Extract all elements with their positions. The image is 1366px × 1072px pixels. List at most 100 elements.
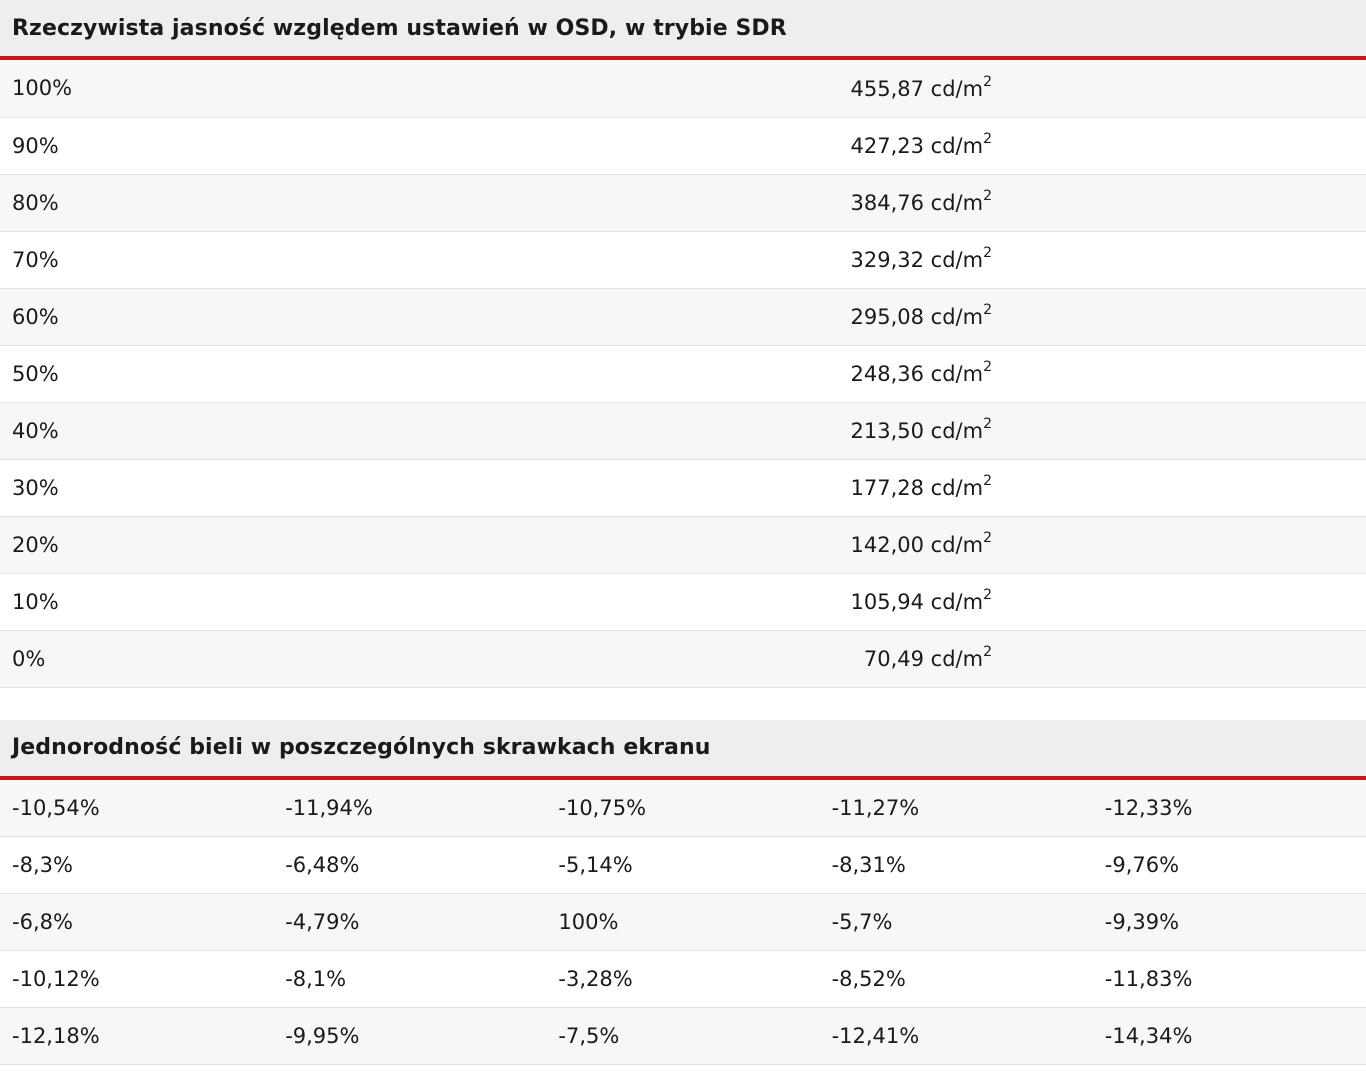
uniformity-row: -10,54% -11,94% -10,75% -11,27% -12,33% — [0, 779, 1366, 837]
brightness-value-cell: 455,87 cd/m2 — [838, 60, 1366, 118]
uniformity-cell: -4,79% — [273, 893, 547, 951]
uniformity-cell: -10,12% — [0, 950, 274, 1008]
uniformity-table-title: Jednorodność bieli w poszczególnych skra… — [0, 719, 1366, 780]
brightness-unit: cd/m — [930, 191, 984, 215]
brightness-setting-cell: 60% — [0, 288, 838, 346]
brightness-unit: cd/m — [930, 647, 984, 671]
brightness-unit: cd/m — [930, 476, 984, 500]
section-gap — [0, 687, 1366, 720]
brightness-setting-cell: 50% — [0, 345, 838, 403]
uniformity-cell: -12,18% — [0, 1007, 274, 1065]
brightness-value-cell: 177,28 cd/m2 — [838, 459, 1366, 517]
brightness-table: 100% 455,87 cd/m2 90% 427,23 cd/m2 80% 384,76… — [0, 60, 1366, 688]
brightness-row: 40% 213,50 cd/m2 — [0, 402, 1366, 460]
brightness-unit-exponent: 2 — [983, 188, 992, 204]
brightness-number: 384,76 — [850, 191, 924, 215]
uniformity-cell: -12,33% — [1092, 779, 1366, 837]
brightness-value: 455,87 cd/m2 — [838, 73, 992, 101]
brightness-number: 213,50 — [850, 419, 924, 443]
brightness-unit-exponent: 2 — [983, 245, 992, 261]
brightness-unit: cd/m — [930, 134, 984, 158]
brightness-unit: cd/m — [930, 362, 984, 386]
brightness-row: 80% 384,76 cd/m2 — [0, 174, 1366, 232]
uniformity-cell: -11,94% — [273, 779, 547, 837]
uniformity-row: -10,12% -8,1% -3,28% -8,52% -11,83% — [0, 950, 1366, 1008]
brightness-row: 90% 427,23 cd/m2 — [0, 117, 1366, 175]
uniformity-cell: -11,27% — [819, 779, 1093, 837]
brightness-number: 248,36 — [850, 362, 924, 386]
brightness-unit: cd/m — [930, 248, 984, 272]
brightness-number: 105,94 — [850, 590, 924, 614]
brightness-value: 70,49 cd/m2 — [838, 644, 992, 671]
brightness-value-cell: 142,00 cd/m2 — [838, 516, 1366, 574]
brightness-unit-exponent: 2 — [983, 131, 992, 147]
brightness-unit-exponent: 2 — [983, 73, 992, 90]
uniformity-table-section: Jednorodność bieli w poszczególnych skra… — [0, 719, 1366, 1065]
brightness-unit-exponent: 2 — [983, 644, 992, 660]
uniformity-cell: -8,3% — [0, 836, 274, 894]
brightness-setting-cell: 70% — [0, 231, 838, 289]
uniformity-cell: -7,5% — [546, 1007, 820, 1065]
brightness-unit: cd/m — [930, 76, 984, 101]
uniformity-cell: -5,7% — [819, 893, 1093, 951]
brightness-value-cell: 427,23 cd/m2 — [838, 117, 1366, 175]
uniformity-cell: -10,75% — [546, 779, 820, 837]
brightness-number: 70,49 — [863, 647, 924, 671]
brightness-row: 20% 142,00 cd/m2 — [0, 516, 1366, 574]
uniformity-table: -10,54% -11,94% -10,75% -11,27% -12,33% -8,3%… — [0, 779, 1366, 1065]
brightness-row: 50% 248,36 cd/m2 — [0, 345, 1366, 403]
brightness-setting-cell: 90% — [0, 117, 838, 175]
uniformity-row: -8,3% -6,48% -5,14% -8,31% -9,76% — [0, 836, 1366, 894]
uniformity-cell: -9,76% — [1092, 836, 1366, 894]
uniformity-cell: -6,8% — [0, 893, 274, 951]
brightness-value: 213,50 cd/m2 — [838, 416, 992, 443]
brightness-unit: cd/m — [930, 533, 984, 557]
brightness-unit: cd/m — [930, 305, 984, 329]
brightness-setting-cell: 0% — [0, 630, 838, 688]
brightness-number: 455,87 — [850, 76, 924, 101]
brightness-row: 0% 70,49 cd/m2 — [0, 630, 1366, 688]
brightness-value: 177,28 cd/m2 — [838, 473, 992, 500]
brightness-number: 142,00 — [850, 533, 924, 557]
brightness-table-title: Rzeczywista jasność względem ustawień w … — [0, 0, 1366, 60]
brightness-number: 177,28 — [850, 476, 924, 500]
brightness-unit-exponent: 2 — [983, 359, 992, 375]
brightness-number: 427,23 — [850, 134, 924, 158]
brightness-setting-cell: 100% — [0, 60, 838, 118]
brightness-value-cell: 295,08 cd/m2 — [838, 288, 1366, 346]
uniformity-cell: -9,39% — [1092, 893, 1366, 951]
brightness-unit-exponent: 2 — [983, 530, 992, 546]
brightness-unit: cd/m — [930, 590, 984, 614]
brightness-value-cell: 70,49 cd/m2 — [838, 630, 1366, 688]
uniformity-cell: 100% — [546, 893, 820, 951]
brightness-value-cell: 384,76 cd/m2 — [838, 174, 1366, 232]
brightness-table-section: Rzeczywista jasność względem ustawień w … — [0, 0, 1366, 688]
brightness-number: 295,08 — [850, 305, 924, 329]
brightness-value: 329,32 cd/m2 — [838, 245, 992, 272]
brightness-value: 105,94 cd/m2 — [838, 587, 992, 614]
brightness-unit-exponent: 2 — [983, 473, 992, 489]
brightness-setting-cell: 10% — [0, 573, 838, 631]
uniformity-cell: -11,83% — [1092, 950, 1366, 1008]
uniformity-cell: -8,52% — [819, 950, 1093, 1008]
brightness-value: 295,08 cd/m2 — [838, 302, 992, 329]
brightness-value: 142,00 cd/m2 — [838, 530, 992, 557]
brightness-value-cell: 105,94 cd/m2 — [838, 573, 1366, 631]
brightness-unit-exponent: 2 — [983, 587, 992, 603]
uniformity-row: -6,8% -4,79% 100% -5,7% -9,39% — [0, 893, 1366, 951]
brightness-value-cell: 213,50 cd/m2 — [838, 402, 1366, 460]
uniformity-cell: -9,95% — [273, 1007, 547, 1065]
uniformity-cell: -12,41% — [819, 1007, 1093, 1065]
brightness-setting-cell: 30% — [0, 459, 838, 517]
uniformity-cell: -5,14% — [546, 836, 820, 894]
brightness-number: 329,32 — [850, 248, 924, 272]
uniformity-cell: -8,1% — [273, 950, 547, 1008]
uniformity-row: -12,18% -9,95% -7,5% -12,41% -14,34% — [0, 1007, 1366, 1065]
brightness-row: 100% 455,87 cd/m2 — [0, 60, 1366, 118]
brightness-value: 248,36 cd/m2 — [838, 359, 992, 386]
brightness-unit-exponent: 2 — [983, 302, 992, 318]
uniformity-cell: -6,48% — [273, 836, 547, 894]
brightness-setting-cell: 80% — [0, 174, 838, 232]
uniformity-cell: -14,34% — [1092, 1007, 1366, 1065]
brightness-value: 384,76 cd/m2 — [838, 188, 992, 215]
